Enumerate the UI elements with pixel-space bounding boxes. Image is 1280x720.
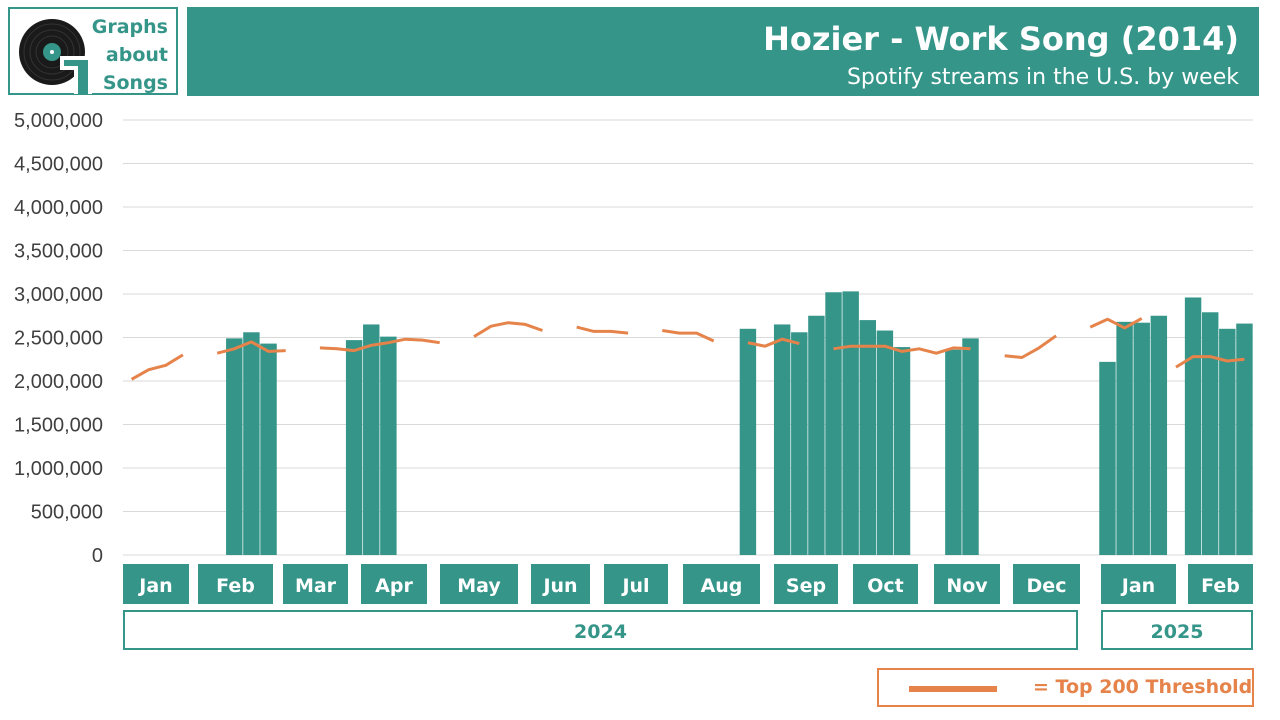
year-box (123, 610, 1078, 650)
month-box (440, 564, 518, 604)
threshold-line (662, 329, 715, 343)
legend-threshold-swatch (909, 686, 997, 692)
month-box (683, 564, 760, 604)
y-tick-label: 2,500,000 (14, 328, 103, 350)
month-box (123, 564, 189, 604)
bar (1150, 315, 1168, 555)
bar (808, 315, 825, 555)
month-box (361, 564, 427, 604)
chart-title: Hozier - Work Song (2014) (763, 20, 1239, 58)
y-tick-label: 4,000,000 (14, 197, 103, 219)
bar (243, 332, 260, 555)
bar (791, 332, 808, 555)
month-box (283, 564, 348, 604)
threshold-line (216, 340, 286, 355)
month-label: Oct (867, 575, 904, 597)
bar (962, 338, 979, 555)
month-label: Sep (786, 575, 826, 597)
bar (1099, 361, 1116, 555)
bar (945, 349, 962, 555)
bar (1201, 312, 1219, 555)
bar (1116, 321, 1133, 555)
logo-line: Graphs (91, 16, 168, 38)
y-tick-label: 5,000,000 (14, 110, 103, 132)
month-label: Jun (541, 575, 577, 597)
y-tick-label: 500,000 (31, 502, 103, 524)
month-label: May (457, 575, 501, 597)
logo: Graphs about Songs (8, 7, 178, 95)
month-box (1101, 564, 1176, 604)
y-tick-label: 1,000,000 (14, 458, 103, 480)
month-label: Nov (946, 575, 988, 597)
month-label: Dec (1027, 575, 1067, 597)
bar (893, 347, 911, 555)
legend: = Top 200 Threshold (877, 668, 1254, 707)
bar (1133, 322, 1150, 555)
month-box (1013, 564, 1080, 604)
vinyl-record-icon (19, 19, 92, 94)
bar (773, 324, 791, 555)
month-label: Aug (701, 575, 743, 597)
logo-line: about (105, 44, 168, 66)
bar (859, 320, 876, 555)
year-label: 2024 (574, 621, 627, 643)
month-label: Jan (137, 575, 172, 597)
bar (226, 338, 243, 555)
threshold-line (1089, 317, 1143, 330)
threshold-line (1175, 355, 1245, 369)
bar (825, 292, 842, 555)
threshold-line (319, 337, 440, 353)
threshold-line (833, 344, 971, 355)
threshold-line (576, 325, 629, 335)
month-box (853, 564, 918, 604)
y-tick-label: 3,000,000 (14, 284, 103, 306)
month-label: Apr (375, 575, 413, 597)
logo-line: Songs (102, 72, 168, 94)
year-box (1101, 610, 1253, 650)
threshold-line (747, 337, 800, 348)
title-banner: Hozier - Work Song (2014) Spotify stream… (187, 7, 1259, 96)
bar (1236, 323, 1253, 555)
month-box (198, 564, 273, 604)
month-label: Jan (1120, 575, 1155, 597)
bar (380, 336, 397, 555)
month-box (934, 564, 1000, 604)
y-tick-label: 2,000,000 (14, 371, 103, 393)
year-label: 2025 (1151, 621, 1204, 643)
bar (363, 324, 380, 555)
y-tick-label: 4,500,000 (14, 154, 103, 176)
bar (345, 340, 363, 555)
bar (1184, 297, 1202, 555)
month-label: Jul (620, 575, 649, 597)
threshold-line (130, 353, 184, 381)
y-tick-label: 0 (92, 545, 103, 567)
threshold-line (1004, 334, 1057, 359)
month-box (531, 564, 590, 604)
month-box (774, 564, 838, 604)
bar (260, 343, 277, 555)
month-label: Feb (216, 575, 255, 597)
y-tick-label: 1,500,000 (14, 415, 103, 437)
month-box (604, 564, 668, 604)
y-tick-label: 3,500,000 (14, 241, 103, 263)
bar (842, 291, 859, 555)
month-box (1188, 564, 1253, 604)
threshold-line (473, 321, 544, 338)
logo-text: Graphs about Songs (92, 13, 168, 97)
month-label: Feb (1201, 575, 1240, 597)
bar (739, 328, 757, 555)
bar (1219, 328, 1236, 555)
month-label: Mar (295, 575, 337, 597)
chart-subtitle: Spotify streams in the U.S. by week (846, 65, 1239, 90)
bar (876, 330, 894, 555)
legend-label: = Top 200 Threshold (1033, 676, 1253, 698)
